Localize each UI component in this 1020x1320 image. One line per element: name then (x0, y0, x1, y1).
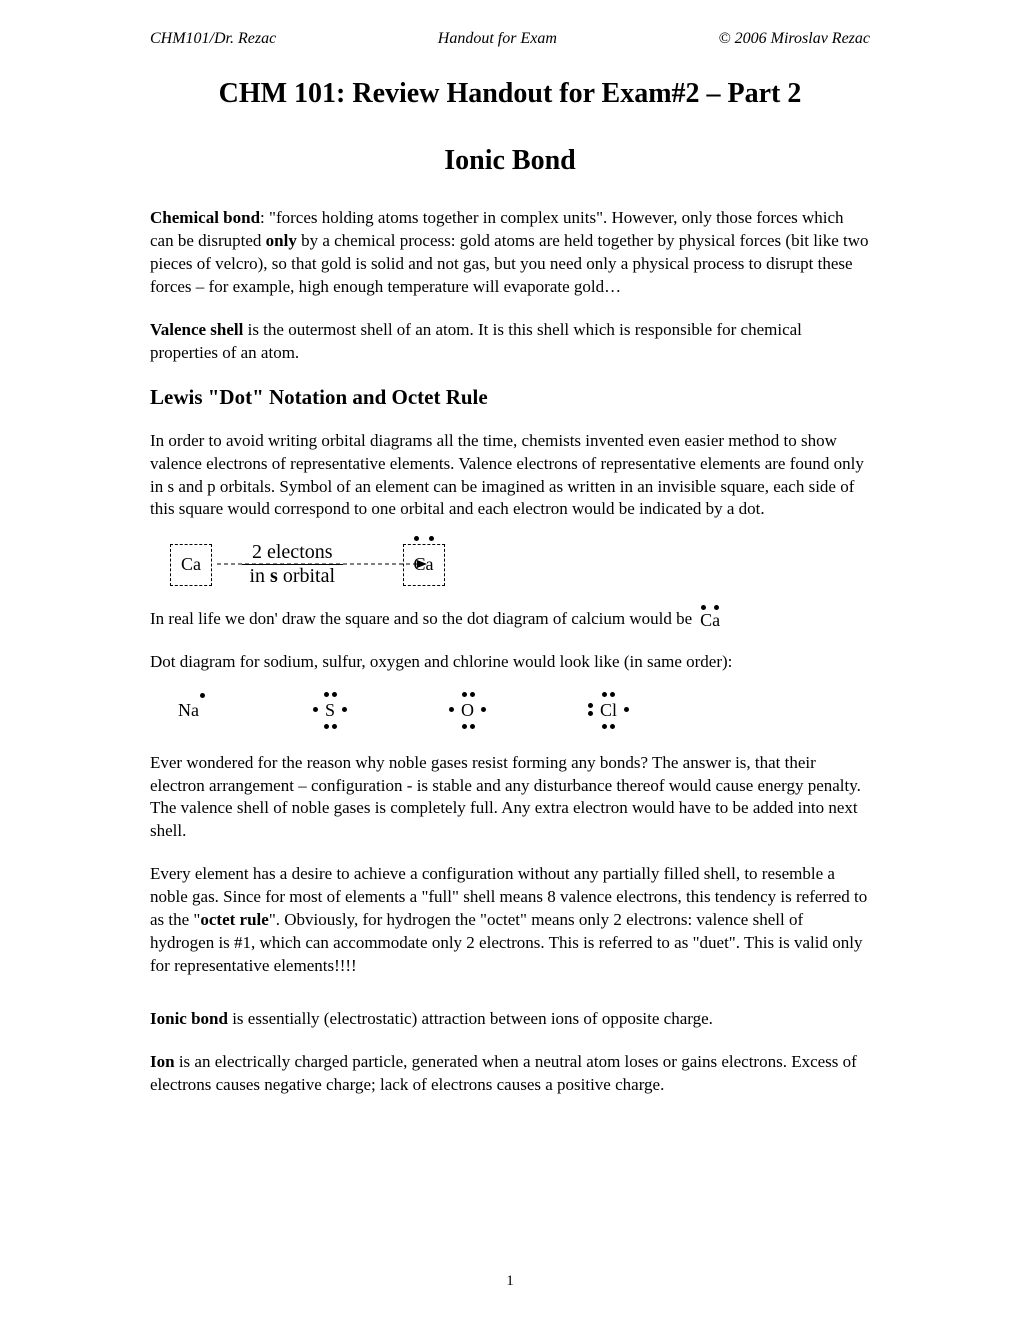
subtitle: Ionic Bond (150, 145, 870, 177)
term-ionic-bond: Ionic bond (150, 1009, 228, 1028)
p2-body: is the outermost shell of an atom. It is… (150, 320, 802, 362)
electron-dot-icon (602, 724, 607, 729)
p9-body: is an electrically charged particle, gen… (150, 1052, 857, 1094)
lewis-oxygen: O (453, 694, 482, 727)
paragraph-ionic-bond: Ionic bond is essentially (electrostatic… (150, 1008, 870, 1031)
term-ion: Ion (150, 1052, 175, 1071)
ca-symbol-inline: Ca (700, 608, 720, 632)
paragraph-lewis-intro: In order to avoid writing orbital diagra… (150, 430, 870, 522)
paragraph-noble-gases: Ever wondered for the reason why noble g… (150, 752, 870, 844)
electron-dot-icon (332, 692, 337, 697)
lewis-sulfur: S (317, 694, 343, 727)
term-octet-rule: octet rule (200, 910, 268, 929)
ca-box-empty: Ca (170, 544, 212, 586)
header-left: CHM101/Dr. Rezac (150, 30, 276, 48)
lewis-chlorine: Cl (592, 694, 625, 727)
electron-dot-icon (588, 711, 593, 716)
electron-dot-icon (481, 707, 486, 712)
electron-dot-icon (470, 724, 475, 729)
paragraph-octet-rule: Every element has a desire to achieve a … (150, 863, 870, 978)
page-number: 1 (506, 1273, 514, 1290)
lewis-sodium: Na (170, 694, 207, 727)
electron-dot-icon (324, 724, 329, 729)
term-valence-shell: Valence shell (150, 320, 243, 339)
header-center: Handout for Exam (438, 30, 557, 48)
ca-box-dots: Ca (403, 544, 445, 586)
paragraph-real-life: In real life we don' draw the square and… (150, 603, 870, 630)
header-right: © 2006 Miroslav Rezac (718, 30, 870, 48)
paragraph-ion: Ion is an electrically charged particle,… (150, 1051, 870, 1097)
electron-dot-icon (602, 692, 607, 697)
electron-dot-icon (470, 692, 475, 697)
ca-symbol-2: Ca (414, 554, 434, 575)
main-title: CHM 101: Review Handout for Exam#2 – Par… (150, 78, 870, 110)
p8-body: is essentially (electrostatic) attractio… (228, 1009, 713, 1028)
electron-dot-icon (610, 692, 615, 697)
electron-dot-icon (324, 692, 329, 697)
paragraph-dot-examples: Dot diagram for sodium, sulfur, oxygen a… (150, 651, 870, 674)
arrow-line-icon (217, 554, 427, 574)
page-header: CHM101/Dr. Rezac Handout for Exam © 2006… (150, 30, 870, 48)
electron-dot-icon (462, 724, 467, 729)
electron-dot-icon (588, 703, 593, 708)
term-only: only (266, 231, 297, 250)
electron-dot-icon (462, 692, 467, 697)
calcium-diagram: Ca 2 electons in s orbital Ca (170, 541, 870, 588)
electron-dot-icon (342, 707, 347, 712)
p4-text: In real life we don' draw the square and… (150, 608, 692, 631)
electron-dot-icon (414, 536, 419, 541)
electron-dot-icon (200, 693, 205, 698)
electron-dot-icon (332, 724, 337, 729)
ca-inline-lewis: Ca (700, 605, 720, 632)
ca-symbol-1: Ca (181, 554, 201, 575)
electron-dot-icon (429, 536, 434, 541)
heading-lewis-notation: Lewis "Dot" Notation and Octet Rule (150, 385, 870, 410)
lewis-examples-row: Na S O Cl (170, 694, 870, 727)
electron-dot-icon (624, 707, 629, 712)
paragraph-chemical-bond: Chemical bond: "forces holding atoms tog… (150, 207, 870, 299)
term-chemical-bond: Chemical bond (150, 208, 260, 227)
paragraph-valence-shell: Valence shell is the outermost shell of … (150, 319, 870, 365)
electron-dot-icon (449, 707, 454, 712)
arrow-label-block: 2 electons in s orbital (242, 541, 343, 588)
electron-dot-icon (313, 707, 318, 712)
ca-top-dots (404, 536, 444, 541)
electron-dot-icon (610, 724, 615, 729)
